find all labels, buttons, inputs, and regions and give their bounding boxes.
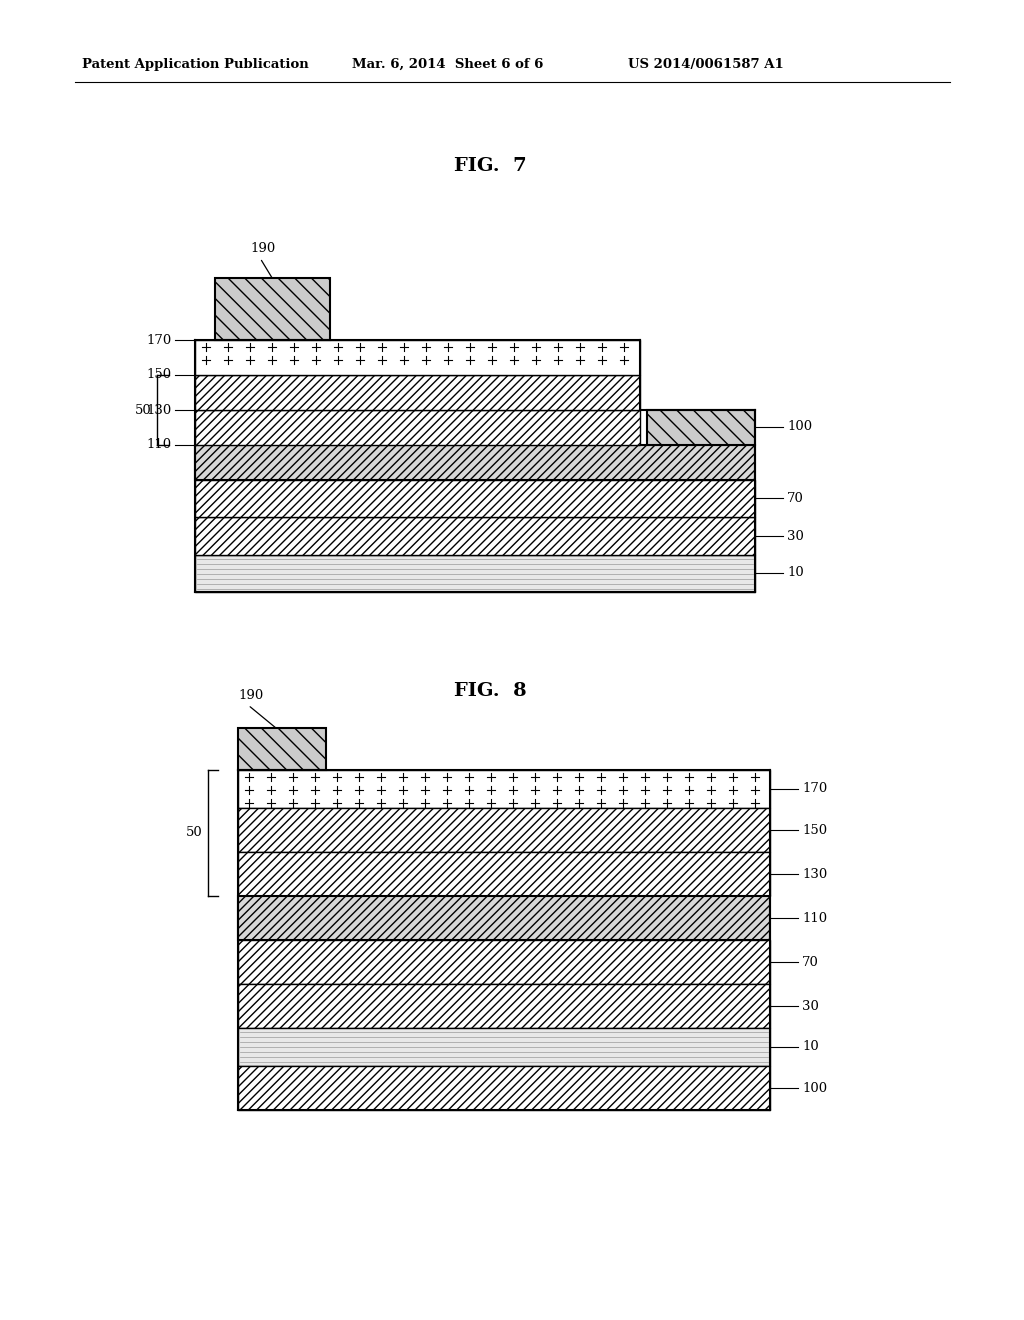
Text: 10: 10 — [802, 1040, 819, 1053]
Bar — [195, 554, 755, 591]
Text: 150: 150 — [802, 824, 827, 837]
Text: 130: 130 — [146, 404, 172, 417]
Bar — [238, 940, 770, 983]
Text: FIG.  7: FIG. 7 — [454, 157, 526, 176]
Bar — [215, 279, 330, 341]
Text: 110: 110 — [802, 912, 827, 924]
Text: 30: 30 — [787, 529, 804, 543]
Text: 170: 170 — [146, 334, 172, 346]
Text: 10: 10 — [787, 566, 804, 579]
Text: US 2014/0061587 A1: US 2014/0061587 A1 — [628, 58, 783, 71]
Text: 130: 130 — [802, 867, 827, 880]
Text: 150: 150 — [146, 368, 172, 381]
Text: 100: 100 — [787, 421, 812, 433]
Text: 110: 110 — [146, 438, 172, 451]
Bar — [195, 411, 640, 445]
Bar — [238, 1028, 770, 1067]
Text: 170: 170 — [802, 783, 827, 796]
Text: 100: 100 — [802, 1081, 827, 1094]
Text: 50: 50 — [135, 404, 152, 417]
Bar — [238, 983, 770, 1028]
Text: 70: 70 — [787, 491, 804, 504]
Bar — [238, 770, 770, 808]
Bar — [238, 1067, 770, 1110]
Bar — [238, 729, 326, 770]
Bar — [195, 445, 755, 480]
Bar — [195, 341, 640, 375]
Text: 30: 30 — [802, 999, 819, 1012]
Text: FIG.  8: FIG. 8 — [454, 682, 526, 700]
Text: 50: 50 — [186, 826, 203, 840]
Text: Mar. 6, 2014  Sheet 6 of 6: Mar. 6, 2014 Sheet 6 of 6 — [352, 58, 544, 71]
Bar — [195, 375, 640, 411]
Bar — [238, 808, 770, 851]
Text: Patent Application Publication: Patent Application Publication — [82, 58, 309, 71]
Bar — [238, 896, 770, 940]
Text: 70: 70 — [802, 956, 819, 969]
Bar — [195, 517, 755, 554]
Text: 190: 190 — [250, 242, 275, 255]
Bar — [238, 851, 770, 896]
Bar — [195, 480, 755, 517]
Bar — [647, 411, 755, 445]
Text: 190: 190 — [238, 689, 263, 702]
